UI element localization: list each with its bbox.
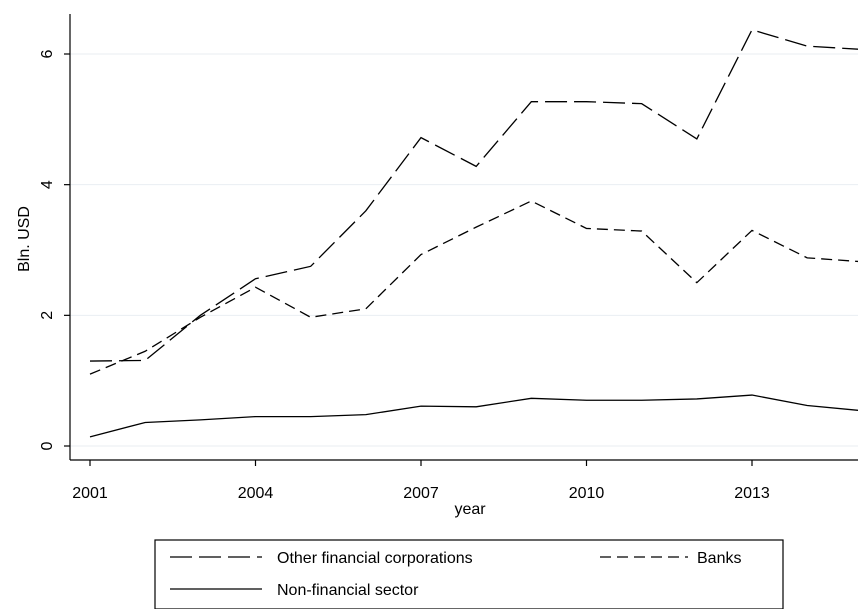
gridlines [70, 53, 858, 447]
legend-label-0: Other financial corporations [277, 550, 473, 567]
series-line-1 [89, 200, 858, 375]
x-ticks: 2001 2004 2007 2010 2013 [72, 460, 770, 502]
y-tick-label-0: 0 [39, 441, 56, 450]
y-tick-label-3: 6 [39, 49, 56, 58]
x-tick-label-4: 2013 [734, 485, 770, 502]
legend: Other financial corporations Banks Non-fin… [154, 539, 784, 609]
series-lines [89, 29, 858, 438]
legend-label-1: Banks [697, 550, 741, 567]
y-axis-title: Bln. USD [16, 206, 33, 272]
y-tick-label-1: 2 [39, 311, 56, 320]
axes [69, 14, 858, 461]
y-ticks: 0 2 4 6 [39, 49, 70, 450]
x-axis-title: year [454, 501, 486, 518]
x-tick-label-2: 2007 [403, 485, 439, 502]
series-line-0 [89, 29, 858, 362]
x-tick-label-3: 2010 [569, 485, 605, 502]
series-line-2 [89, 394, 858, 438]
legend-items: Other financial corporations Banks Non-fin… [170, 550, 741, 599]
legend-box [154, 539, 784, 609]
y-tick-label-2: 4 [39, 180, 56, 189]
x-tick-label-1: 2004 [238, 485, 274, 502]
legend-label-2: Non-financial sector [277, 582, 419, 599]
x-tick-label-0: 2001 [72, 485, 108, 502]
